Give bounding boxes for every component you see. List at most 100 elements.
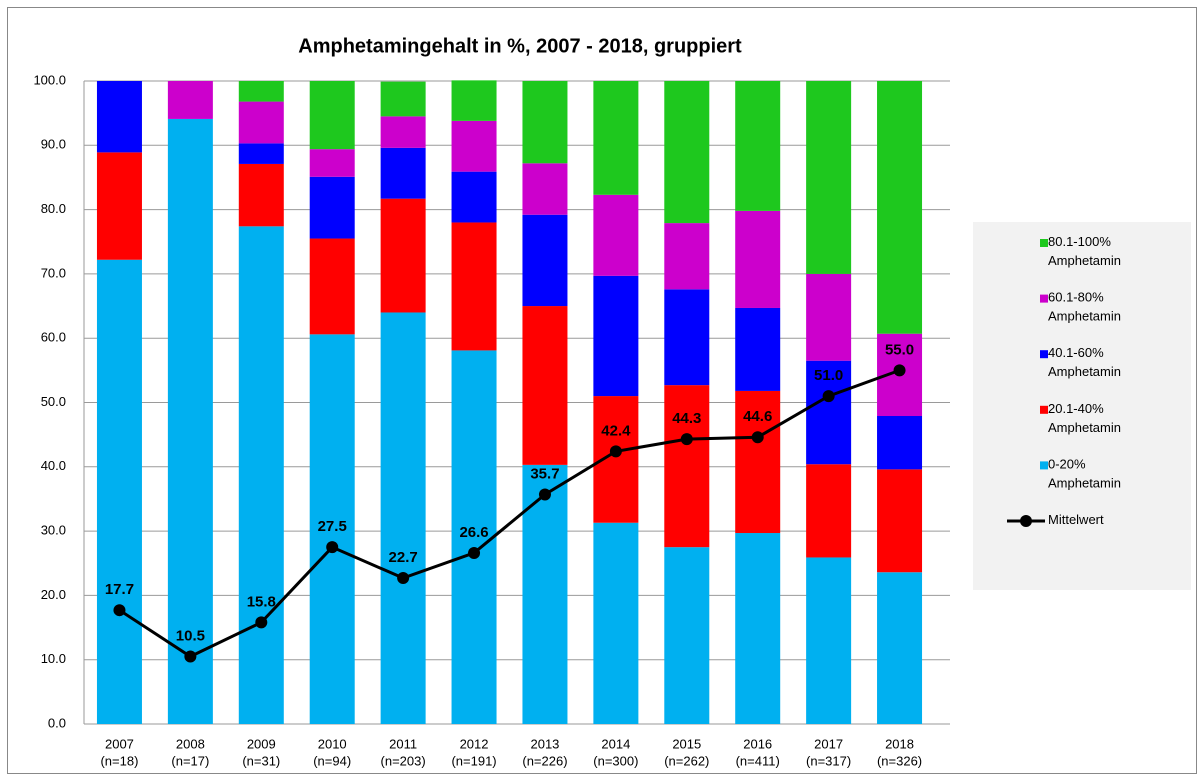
bar-segment xyxy=(735,390,781,534)
data-label: 51.0 xyxy=(814,367,843,384)
x-tick-sublabel: (n=203) xyxy=(381,753,426,768)
data-label: 10.5 xyxy=(176,627,205,644)
x-tick-sublabel: (n=191) xyxy=(451,753,496,768)
bar-segment xyxy=(593,522,639,724)
mean-marker xyxy=(893,364,906,377)
y-tick-label: 80.0 xyxy=(41,201,66,216)
legend-label: Mittelwert xyxy=(1048,512,1104,527)
bar-segment xyxy=(380,198,426,313)
y-tick-label: 90.0 xyxy=(41,137,66,152)
bar-segment xyxy=(238,101,284,144)
bar-segment xyxy=(309,81,355,150)
bar-segment xyxy=(451,350,497,724)
bar-segment xyxy=(238,226,284,724)
bar-segment xyxy=(96,152,142,260)
bar-segment xyxy=(877,81,923,334)
bar-segment xyxy=(664,289,710,386)
x-tick-label: 2012 xyxy=(460,736,489,751)
bar-segment xyxy=(735,210,781,308)
mean-marker xyxy=(822,390,835,403)
mean-marker xyxy=(680,433,693,446)
bar-segment xyxy=(806,81,852,274)
bar-segment xyxy=(522,214,568,307)
bar-segment xyxy=(735,307,781,391)
x-tick-label: 2017 xyxy=(814,736,843,751)
x-tick-sublabel: (n=226) xyxy=(522,753,567,768)
bar-segment xyxy=(238,163,284,227)
mean-marker xyxy=(184,650,197,663)
x-tick-label: 2018 xyxy=(885,736,914,751)
bar-segment xyxy=(735,533,781,724)
x-tick-label: 2011 xyxy=(389,736,417,751)
x-tick-sublabel: (n=411) xyxy=(736,753,780,768)
bar-segment xyxy=(451,222,497,351)
data-label: 42.4 xyxy=(601,422,631,439)
bar-segment xyxy=(451,120,497,172)
bar-segment xyxy=(380,116,426,148)
bar-segment xyxy=(593,275,639,397)
bar-segment xyxy=(309,334,355,724)
x-tick-sublabel: (n=326) xyxy=(877,753,922,768)
bar-segment xyxy=(451,80,497,121)
bar-segment xyxy=(167,81,213,119)
mean-marker xyxy=(609,445,622,458)
x-tick-sublabel: (n=262) xyxy=(664,753,709,768)
legend-label: 80.1-100% Amphetamin xyxy=(1048,234,1121,268)
bar-segment xyxy=(380,81,426,117)
legend-swatch xyxy=(1040,294,1048,303)
bar-segment xyxy=(380,147,426,199)
x-tick-sublabel: (n=300) xyxy=(593,753,638,768)
x-tick-label: 2016 xyxy=(743,736,772,751)
bar-segment xyxy=(309,176,355,239)
legend-label: 60.1-80% Amphetamin xyxy=(1048,290,1121,324)
mean-marker xyxy=(468,546,481,559)
data-label: 27.5 xyxy=(318,518,347,535)
y-tick-label: 30.0 xyxy=(41,523,66,538)
data-label: 26.6 xyxy=(459,524,488,541)
y-tick-label: 70.0 xyxy=(41,265,66,280)
bar-segment xyxy=(522,464,568,724)
x-tick-sublabel: (n=317) xyxy=(806,753,851,768)
x-tick-label: 2009 xyxy=(247,736,276,751)
data-label: 44.3 xyxy=(672,410,701,427)
legend-label: 20.1-40% Amphetamin xyxy=(1048,401,1121,435)
x-tick-sublabel: (n=17) xyxy=(171,753,209,768)
bar-segment xyxy=(238,81,284,102)
x-tick-sublabel: (n=18) xyxy=(100,753,138,768)
bar-segment xyxy=(522,163,568,215)
y-tick-label: 10.0 xyxy=(41,651,66,666)
bar-segment xyxy=(167,118,213,724)
bar-segment xyxy=(593,81,639,195)
legend-swatch xyxy=(1040,461,1048,470)
bar-segment xyxy=(309,238,355,335)
bar-segment xyxy=(806,360,852,465)
data-label: 17.7 xyxy=(105,581,134,598)
x-tick-label: 2007 xyxy=(105,736,134,751)
legend-box xyxy=(973,222,1191,590)
bar-segment xyxy=(806,464,852,558)
data-label: 35.7 xyxy=(530,465,559,482)
bar-segment xyxy=(664,385,710,548)
bar-segment xyxy=(664,223,710,290)
legend-swatch xyxy=(1040,239,1048,247)
bar-segment xyxy=(806,557,852,724)
data-label: 44.6 xyxy=(743,408,772,425)
bar-segment xyxy=(238,143,284,164)
chart-title: Amphetamingehalt in %, 2007 - 2018, grup… xyxy=(298,35,742,57)
legend-swatch xyxy=(1040,350,1048,359)
mean-marker xyxy=(255,616,268,629)
bar-segment xyxy=(451,171,497,223)
mean-marker xyxy=(326,541,339,554)
bar-segment xyxy=(877,572,923,724)
bar-segment xyxy=(664,81,710,224)
bar-segment xyxy=(309,149,355,177)
bar-segment xyxy=(735,81,781,211)
mean-line xyxy=(118,368,901,659)
x-tick-sublabel: (n=94) xyxy=(313,753,351,768)
x-tick-label: 2008 xyxy=(176,736,205,751)
legend-swatch xyxy=(1020,515,1032,527)
bar-segment xyxy=(96,259,142,724)
data-label: 15.8 xyxy=(247,593,276,610)
bar-segment xyxy=(877,416,923,470)
